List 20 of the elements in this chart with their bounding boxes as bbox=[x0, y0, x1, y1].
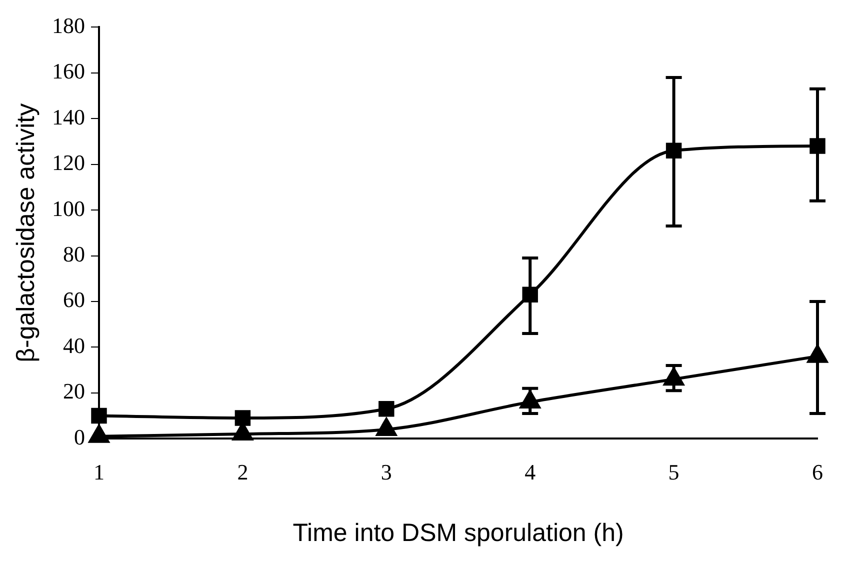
y-tick-label: 180 bbox=[52, 12, 85, 38]
y-tick-label: 20 bbox=[63, 378, 85, 404]
y-tick-label: 140 bbox=[52, 104, 85, 130]
x-tick-label: 4 bbox=[524, 460, 536, 485]
x-tick-label: 1 bbox=[94, 460, 104, 485]
y-tick-label: 80 bbox=[63, 242, 85, 267]
point bbox=[88, 424, 110, 443]
x-tick-label: 2 bbox=[237, 460, 248, 485]
x-tick-label: 6 bbox=[812, 460, 823, 485]
x-tick-label: 5 bbox=[668, 460, 680, 485]
y-tick-label: 160 bbox=[52, 58, 85, 84]
y-tick-label: 120 bbox=[52, 150, 85, 176]
x-axis-title: Time into DSM sporulation (h) bbox=[292, 518, 624, 547]
y-tick-label: 100 bbox=[52, 196, 85, 221]
point bbox=[376, 418, 397, 436]
x-tick-label: 3 bbox=[380, 460, 392, 485]
y-axis-title: β-galactosidase activity bbox=[12, 102, 40, 362]
y-tick-label: 0 bbox=[74, 424, 85, 450]
y-tick-label: 40 bbox=[63, 332, 85, 358]
y-tick-label: 60 bbox=[63, 287, 85, 312]
